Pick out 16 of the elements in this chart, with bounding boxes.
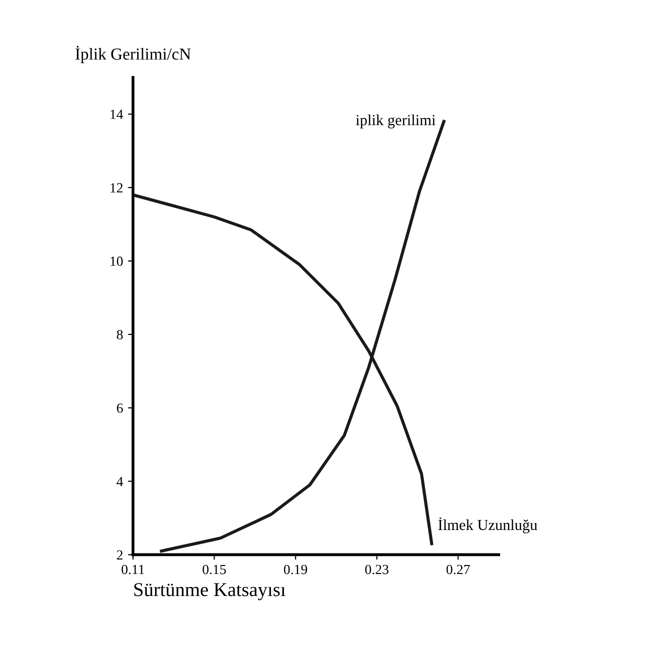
y-tick-label: 4 (116, 476, 124, 486)
y-tick-label: 8 (116, 330, 123, 340)
x-tick-label: 0.19 (284, 564, 308, 574)
y-tick-label: 2 (116, 550, 123, 560)
x-tick-label: 0.11 (122, 564, 144, 574)
y-axis-title: İplik Gerilimi/cN (76, 46, 191, 64)
y-tick-label: 14 (110, 110, 124, 119)
y-tick-label: 10 (110, 256, 123, 266)
series-label: iplik gerilimi (356, 114, 436, 128)
series-label: İlmek Uzunluğu (438, 517, 538, 534)
y-tick-label: 12 (110, 183, 123, 192)
x-axis-title: Sürtünme Katsayısı (134, 583, 286, 600)
x-tick-label: 0.15 (202, 564, 226, 574)
y-tick-label: 6 (116, 403, 123, 413)
x-tick-label: 0.23 (365, 564, 388, 574)
x-tick-label: 0.27 (446, 564, 470, 574)
